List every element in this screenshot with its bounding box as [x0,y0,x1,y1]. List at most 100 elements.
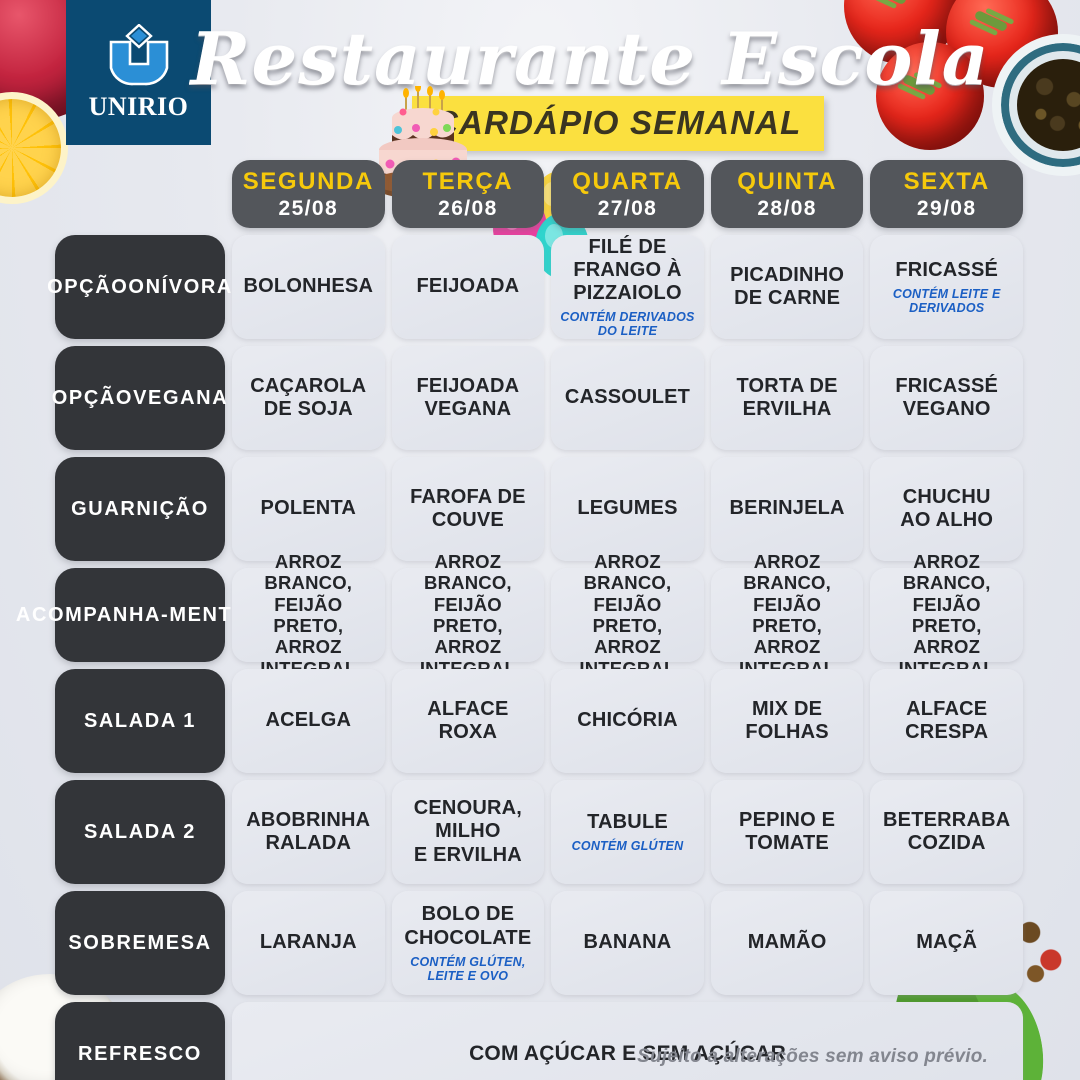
menu-cell: ARROZ BRANCO,FEIJÃO PRETO,ARROZ INTEGRAL [551,551,704,679]
dish-name: ARROZ BRANCO,FEIJÃO PRETO,ARROZ INTEGRAL [420,550,516,679]
row-label: SALADA 2 [55,780,225,884]
menu-cell: CENOURA, MILHO E ERVILHA [391,780,545,884]
allergen-note: CONTÉM GLÚTEN, LEITE E OVO [410,954,526,983]
day-header-5: SEXTA 29/08 [870,160,1023,228]
day-name: TERÇA [422,167,514,195]
menu-cell: LEGUMES [551,457,704,561]
day-header-3: QUARTA 27/08 [551,160,704,228]
disclaimer-text: Sujeito a alterações sem aviso prévio. [637,1046,988,1067]
dish-name: FILÉ DE FRANGO À PIZZAIOLO [573,235,682,305]
dish-name: ARROZ BRANCO,FEIJÃO PRETO,ARROZ INTEGRAL [579,550,675,679]
dish-name: FEIJOADA VEGANA [416,374,520,420]
menu-cell: ALFACE CRESPA [870,669,1023,773]
dish-name: FRICASSÉ VEGANO [895,374,999,420]
dish-name: PEPINO E TOMATE [739,808,836,854]
dish-name: MAMÃO [747,931,827,954]
dish-name: CASSOULET [564,386,691,409]
row-label: SALADA 1 [55,669,225,773]
dish-name: BOLO DE CHOCOLATE [404,903,532,949]
menu-cell: PEPINO E TOMATE [710,780,864,884]
row-label: GUARNIÇÃO [55,457,225,561]
day-date: 29/08 [916,196,977,220]
dish-name: BANANA [583,931,672,954]
day-date: 27/08 [597,196,658,220]
unirio-emblem-icon [109,23,168,85]
menu-cell: ACELGA [232,669,385,773]
dish-name: MIX DE FOLHAS [745,697,829,743]
dish-name: TABULE [587,810,668,833]
dish-name: PICADINHO DE CARNE [730,263,845,309]
dish-name: ABOBRINHA RALADA [246,808,371,854]
dish-name: ALFACE ROXA [427,697,509,743]
day-name: QUARTA [572,167,683,195]
dish-name: FAROFA DE COUVE [410,485,526,531]
menu-cell: TABULE CONTÉM GLÚTEN [551,780,704,884]
dish-name: CAÇAROLA DE SOJA [250,374,367,420]
menu-cell: MIX DE FOLHAS [710,669,864,773]
menu-cell: FRICASSÉ CONTÉM LEITE E DERIVADOS [870,235,1023,339]
dish-name: BETERRABA COZIDA [883,808,1011,854]
drink-value: COM AÇÚCAR E SEM AÇÚCAR [469,1041,786,1065]
day-name: SEXTA [903,167,990,195]
dish-name: LEGUMES [577,497,678,520]
row-label: OPÇÃO ONÍVORA [47,235,231,339]
spice-bowl-decoration [992,34,1080,176]
dish-name: ARROZ BRANCO,FEIJÃO PRETO,ARROZ INTEGRAL [899,550,995,679]
menu-cell: POLENTA [232,457,385,561]
menu-cell: CHICÓRIA [551,669,704,773]
day-date: 25/08 [278,196,339,220]
dish-name: BOLONHESA [243,275,374,298]
menu-cell: FAROFA DE COUVE [391,457,545,561]
dish-name: ARROZ BRANCO,FEIJÃO PRETO,ARROZ INTEGRAL [739,550,835,679]
day-header-2: TERÇA 26/08 [391,160,545,228]
menu-cell: BERINJELA [710,457,864,561]
menu-cell: ARROZ BRANCO,FEIJÃO PRETO,ARROZ INTEGRAL [232,551,385,679]
dish-name: LARANJA [259,931,357,954]
day-date: 26/08 [438,196,498,220]
menu-cell: CAÇAROLA DE SOJA [232,346,385,450]
dish-name: POLENTA [260,497,357,520]
subtitle-text: CARDÁPIO SEMANAL [434,104,802,141]
allergen-note: CONTÉM LEITE E DERIVADOS [892,287,1001,316]
dish-name: ARROZ BRANCO,FEIJÃO PRETO,ARROZ INTEGRAL [260,550,356,679]
menu-cell: MAÇÃ [870,891,1023,995]
dish-name: ACELGA [265,709,352,732]
menu-cell: BOLONHESA [232,235,385,339]
menu-cell: BETERRABA COZIDA [870,780,1023,884]
dish-name: CHICÓRIA [577,709,678,732]
menu-cell: PICADINHO DE CARNE [710,235,864,339]
menu-cell: ARROZ BRANCO,FEIJÃO PRETO,ARROZ INTEGRAL [391,551,545,679]
day-name: SEGUNDA [242,167,374,195]
menu-cell: MAMÃO [710,891,864,995]
drink-cell: COM AÇÚCAR E SEM AÇÚCAR [232,1002,1023,1080]
menu-cell: LARANJA [232,891,385,995]
dish-name: ALFACE CRESPA [905,697,989,743]
row-label: SOBREMESA [55,891,225,995]
allergen-note: CONTÉM GLÚTEN [571,839,684,854]
unirio-wordmark: UNIRIO [88,91,189,121]
allergen-note: CONTÉM DERIVADOS DO LEITE [560,310,695,339]
menu-cell: FEIJOADA VEGANA [391,346,545,450]
dish-name: BERINJELA [729,497,845,520]
row-label: ACOMPANHA- MENTOS [16,568,263,662]
dish-name: CHUCHU AO ALHO [900,485,994,531]
menu-cell: FRICASSÉ VEGANO [870,346,1023,450]
page-title: Restaurante Escola [190,15,990,101]
menu-cell: ALFACE ROXA [391,669,545,773]
unirio-logo: UNIRIO [66,0,211,145]
day-date: 28/08 [757,196,817,220]
row-label: OPÇÃO VEGANA [52,346,227,450]
day-name: QUINTA [737,167,837,195]
dish-name: FEIJOADA [416,275,520,298]
dish-name: CENOURA, MILHO E ERVILHA [413,797,523,866]
menu-cell: CHUCHU AO ALHO [870,457,1023,561]
menu-cell: FEIJOADA [391,235,545,339]
menu-cell: CASSOULET [551,346,704,450]
row-label-refresco: REFRESCO [55,1002,225,1080]
menu-cell: TORTA DE ERVILHA [710,346,864,450]
menu-cell: ARROZ BRANCO,FEIJÃO PRETO,ARROZ INTEGRAL [710,551,864,679]
menu-cell: ABOBRINHA RALADA [232,780,385,884]
dish-name: FRICASSÉ [895,258,999,281]
day-header-4: QUINTA 28/08 [710,160,864,228]
